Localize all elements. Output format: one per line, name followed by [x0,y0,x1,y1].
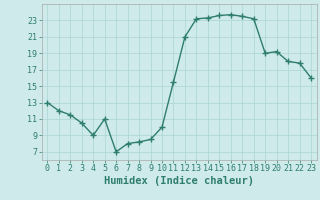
X-axis label: Humidex (Indice chaleur): Humidex (Indice chaleur) [104,176,254,186]
